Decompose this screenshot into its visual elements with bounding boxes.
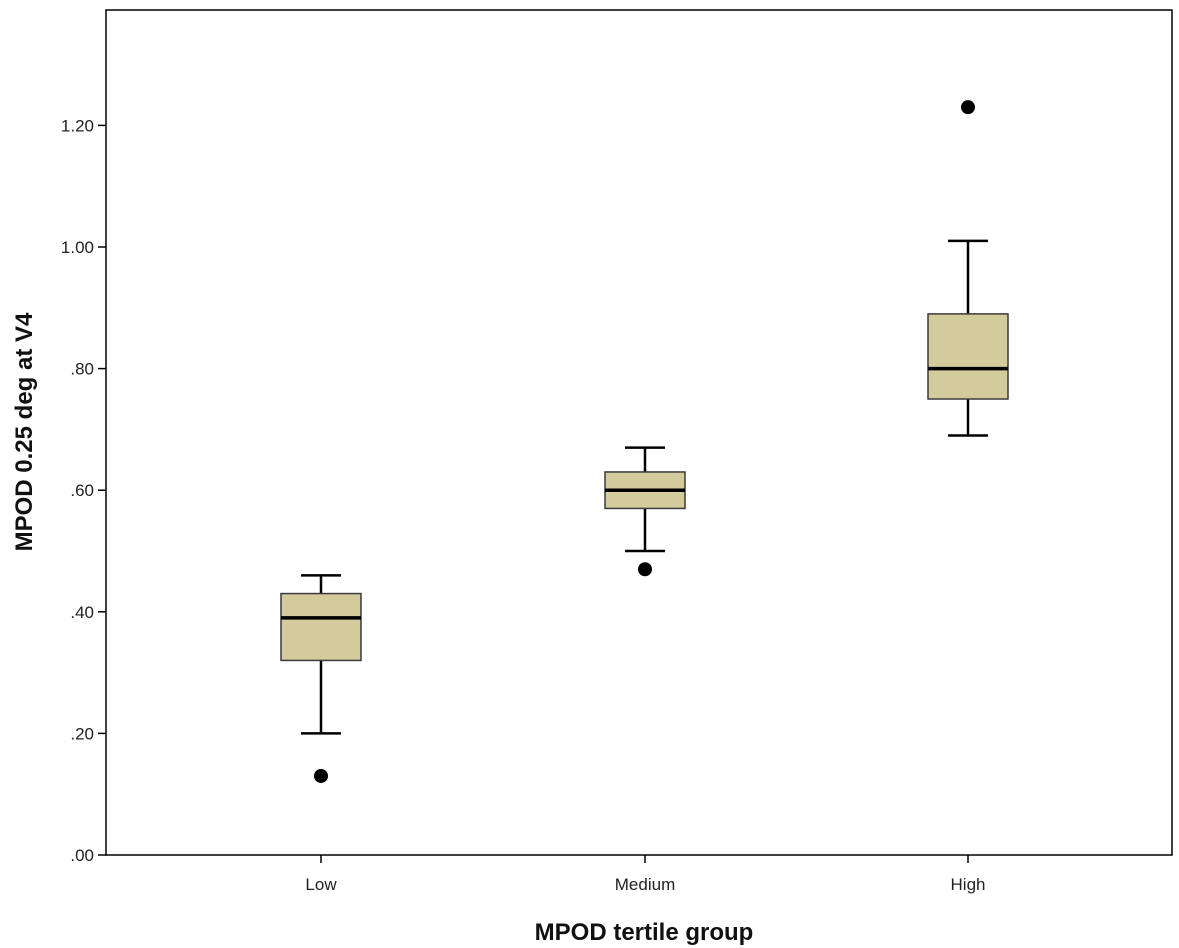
box-iqr xyxy=(280,592,362,662)
y-tick-label: 1.00 xyxy=(61,238,94,257)
y-axis: .00 .20 .40 .60 .80 1.00 1.20 xyxy=(61,116,106,865)
y-tick-label: .20 xyxy=(70,724,94,743)
box-high xyxy=(927,100,1009,437)
box-medium xyxy=(604,446,686,577)
y-tick-label: .00 xyxy=(70,846,94,865)
y-tick-label: 1.20 xyxy=(61,116,94,135)
y-tick-label: .40 xyxy=(70,603,94,622)
box-iqr xyxy=(927,313,1009,400)
x-tick-label: Low xyxy=(305,875,337,894)
outlier-point xyxy=(961,100,975,115)
x-axis-title: MPOD tertile group xyxy=(535,919,754,946)
x-tick-label: High xyxy=(951,875,986,894)
y-tick-label: .80 xyxy=(70,360,94,379)
x-axis: Low Medium High xyxy=(305,855,985,894)
boxes xyxy=(280,100,1009,783)
y-axis-title: MPOD 0.25 deg at V4 xyxy=(11,312,38,551)
outlier-point xyxy=(638,562,652,577)
box-low xyxy=(280,574,362,783)
outlier-point xyxy=(314,768,328,783)
plot-frame xyxy=(105,9,1173,856)
y-tick-label: .60 xyxy=(70,481,94,500)
x-tick-label: Medium xyxy=(615,875,675,894)
